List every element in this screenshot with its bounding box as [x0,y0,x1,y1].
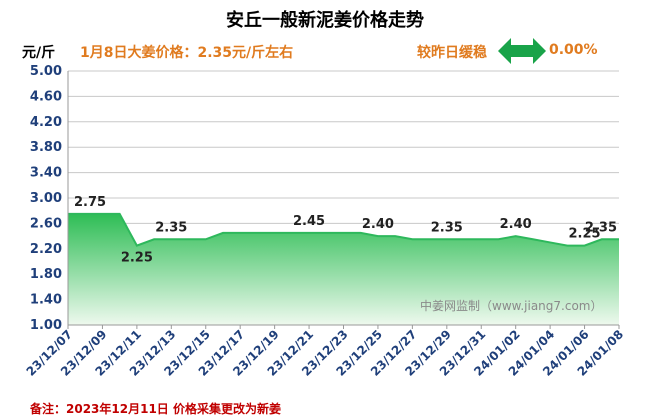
footnote: 备注：2023年12月11日 价格采集更改为新姜 [30,402,281,416]
data-label: 2.45 [293,214,325,229]
y-tick-label: 4.60 [30,89,62,104]
data-label: 2.40 [500,217,532,232]
data-label: 2.35 [585,220,617,235]
area-layer [68,212,619,325]
chart-title: 安丘一般新泥姜价格走势 [226,10,424,31]
y-tick-label: 1.80 [30,267,62,282]
y-tick-label: 3.80 [30,140,62,155]
y-unit-label: 元/斤 [22,45,56,61]
label-layer: 2.752.252.35 2.45 2.40 2.35 2.402.252.35 [74,195,617,266]
watermark: 中姜网监制（www.jiang7.com） [420,298,602,313]
data-label: 2.25 [121,251,153,266]
price-headline: 1月8日大姜价格：2.35元/斤左右 [80,45,294,61]
y-tick-label: 1.40 [30,293,62,308]
y-tick-label: 3.00 [30,191,62,206]
y-tick-label: 4.20 [30,115,62,130]
y-tick-label: 1.00 [30,318,62,333]
double-arrow-icon [498,38,546,64]
data-label: 2.35 [431,220,463,235]
price-line [68,212,619,247]
data-label: 2.25 [569,227,601,242]
y-tick-label: 5.00 [30,64,62,79]
data-label: 2.40 [362,217,394,232]
compare-label: 较昨日缓稳 [417,45,487,61]
data-label: 2.75 [74,195,106,210]
data-label: 2.35 [155,220,187,235]
price-area [68,213,619,325]
compare-value: 0.00% [549,42,598,58]
y-tick-label: 2.20 [30,242,62,257]
y-tick-label: 3.40 [30,166,62,181]
y-tick-label: 2.60 [30,216,62,231]
